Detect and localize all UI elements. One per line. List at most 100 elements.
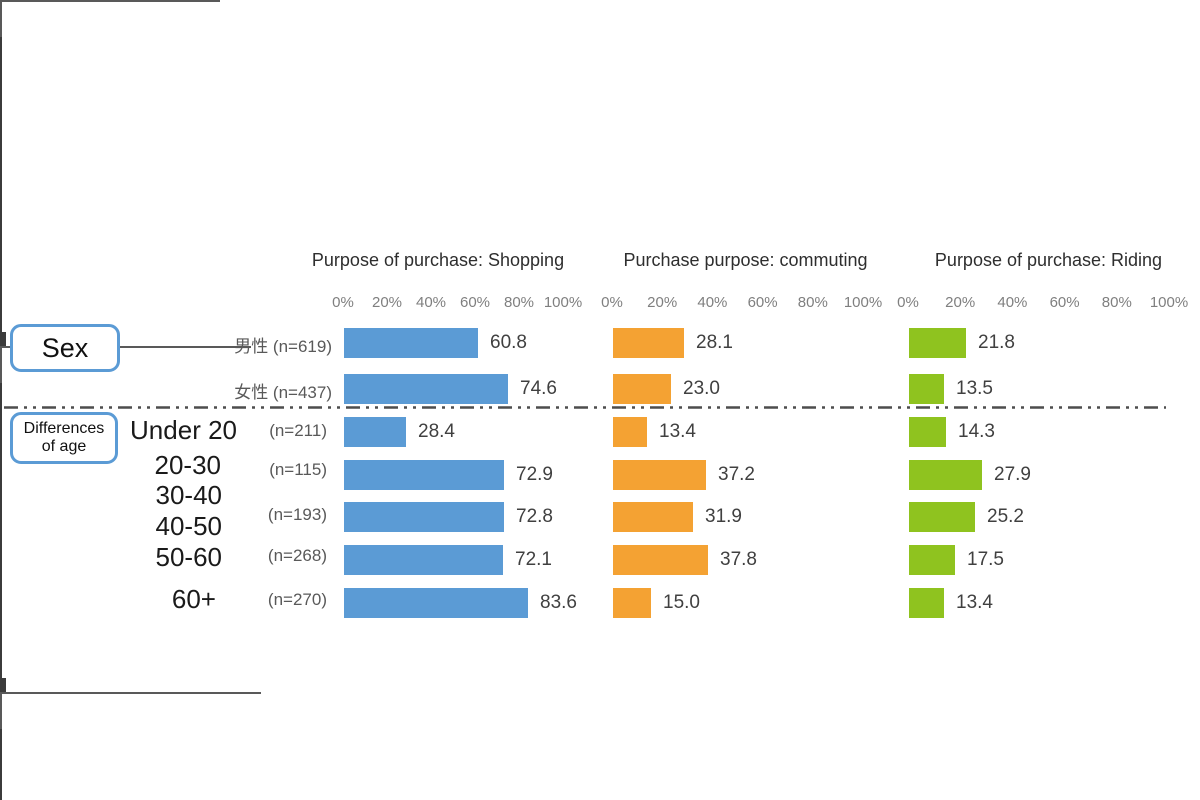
bar	[909, 417, 946, 447]
bar	[909, 460, 982, 490]
bar-value-label: 28.1	[696, 332, 733, 353]
age-group-label: 20-30	[154, 450, 222, 480]
bar	[344, 417, 406, 447]
x-axis-tick-mark	[0, 348, 2, 355]
bar	[909, 545, 955, 575]
y-axis-tick-mark	[0, 344, 6, 346]
x-axis-tick-label: 0%	[897, 294, 919, 311]
y-axis-tick-mark	[0, 332, 6, 334]
bar-value-label: 27.9	[994, 464, 1031, 485]
y-axis-tick-mark	[0, 686, 6, 688]
x-axis-tick-mark	[0, 355, 2, 362]
x-axis-tick-label: 40%	[997, 294, 1028, 311]
x-axis-tick-label: 60%	[747, 294, 778, 311]
bar	[613, 460, 706, 490]
age-group-box: Differences of age	[10, 412, 118, 464]
x-axis-tick-label: 20%	[371, 294, 403, 311]
bar-value-label: 72.1	[515, 549, 552, 570]
bar-value-label: 15.0	[663, 592, 700, 613]
bar-value-label: 14.3	[958, 421, 995, 442]
bar	[344, 460, 504, 490]
chart-title: Purpose of purchase: Riding	[934, 250, 1163, 270]
sex-row-label: 女性 (n=437)	[234, 383, 332, 402]
x-axis-tick-mark	[0, 2, 2, 9]
x-axis-tick-mark	[0, 9, 2, 16]
x-axis-tick-mark	[0, 694, 2, 701]
chart-title: Purpose of purchase: Shopping	[311, 250, 565, 270]
y-axis-tick-mark	[0, 688, 6, 690]
age-group-label: 50-60	[155, 542, 223, 572]
y-axis-tick-mark	[0, 340, 6, 342]
x-axis-tick-label: 100%	[843, 294, 883, 311]
bar	[613, 588, 651, 618]
age-group-box-line1: Differences	[23, 419, 105, 437]
x-axis-tick-mark	[0, 701, 2, 708]
bar-value-label: 83.6	[540, 592, 577, 613]
bar-value-label: 13.4	[659, 421, 696, 442]
bar-value-label: 25.2	[987, 506, 1024, 527]
bar	[344, 328, 478, 358]
bar	[344, 545, 503, 575]
x-axis-tick-mark	[0, 23, 2, 30]
x-axis-tick-mark	[0, 16, 2, 23]
age-group-label: 60+	[171, 584, 216, 614]
bar	[613, 545, 708, 575]
y-axis-line	[0, 729, 2, 800]
x-axis-tick-label: 60%	[459, 294, 491, 311]
bar-value-label: 28.4	[418, 421, 455, 442]
y-axis-tick-mark	[0, 678, 6, 680]
age-n-label: (n=115)	[269, 460, 327, 479]
y-axis-tick-mark	[0, 334, 6, 336]
x-axis-tick-mark	[0, 362, 2, 369]
age-group-box-line2: of age	[41, 438, 87, 455]
x-axis-tick-label: 80%	[797, 294, 828, 311]
bar-value-label: 74.6	[520, 378, 557, 399]
y-axis-tick-mark	[0, 684, 6, 686]
x-axis-tick-mark	[0, 722, 2, 729]
bar-value-label: 21.8	[978, 332, 1015, 353]
bar	[344, 502, 504, 532]
sex-group-box: Sex	[10, 324, 120, 372]
x-axis-tick-label: 100%	[543, 294, 583, 311]
bar	[344, 374, 508, 404]
y-axis-tick-mark	[0, 336, 6, 338]
age-group-label: Under 20	[130, 415, 237, 445]
x-axis-tick-mark	[0, 715, 2, 722]
bar-value-label: 72.9	[516, 464, 553, 485]
bar-value-label: 72.8	[516, 506, 553, 527]
x-axis-tick-label: 20%	[945, 294, 976, 311]
bar-value-label: 60.8	[490, 332, 527, 353]
age-n-label: (n=270)	[267, 590, 327, 609]
x-axis-tick-label: 80%	[1101, 294, 1132, 311]
x-axis-tick-label: 80%	[503, 294, 535, 311]
x-axis-tick-label: 100%	[1149, 294, 1189, 311]
x-axis-tick-mark	[0, 708, 2, 715]
x-axis-line	[0, 692, 261, 694]
bar	[344, 588, 528, 618]
x-axis-tick-label: 40%	[697, 294, 728, 311]
bar	[613, 417, 647, 447]
bar	[909, 328, 966, 358]
x-axis-line	[0, 346, 251, 348]
bar	[613, 374, 671, 404]
age-n-label: (n=268)	[267, 546, 327, 565]
bar	[613, 328, 684, 358]
x-axis-tick-label: 0%	[332, 294, 354, 311]
x-axis-tick-mark	[0, 369, 2, 376]
y-axis-line	[0, 383, 2, 678]
bar-value-label: 37.2	[718, 464, 755, 485]
bar-value-label: 37.8	[720, 549, 757, 570]
bar-value-label: 13.5	[956, 378, 993, 399]
sex-group-label: Sex	[41, 332, 89, 363]
y-axis-tick-mark	[0, 682, 6, 684]
age-n-label: (n=211)	[269, 421, 327, 440]
bar	[909, 502, 975, 532]
y-axis-tick-mark	[0, 342, 6, 344]
age-group-label: 40-50	[155, 511, 223, 541]
y-axis-line	[0, 37, 2, 332]
y-axis-tick-mark	[0, 680, 6, 682]
age-n-label: (n=193)	[267, 505, 327, 524]
y-axis-tick-mark	[0, 338, 6, 340]
